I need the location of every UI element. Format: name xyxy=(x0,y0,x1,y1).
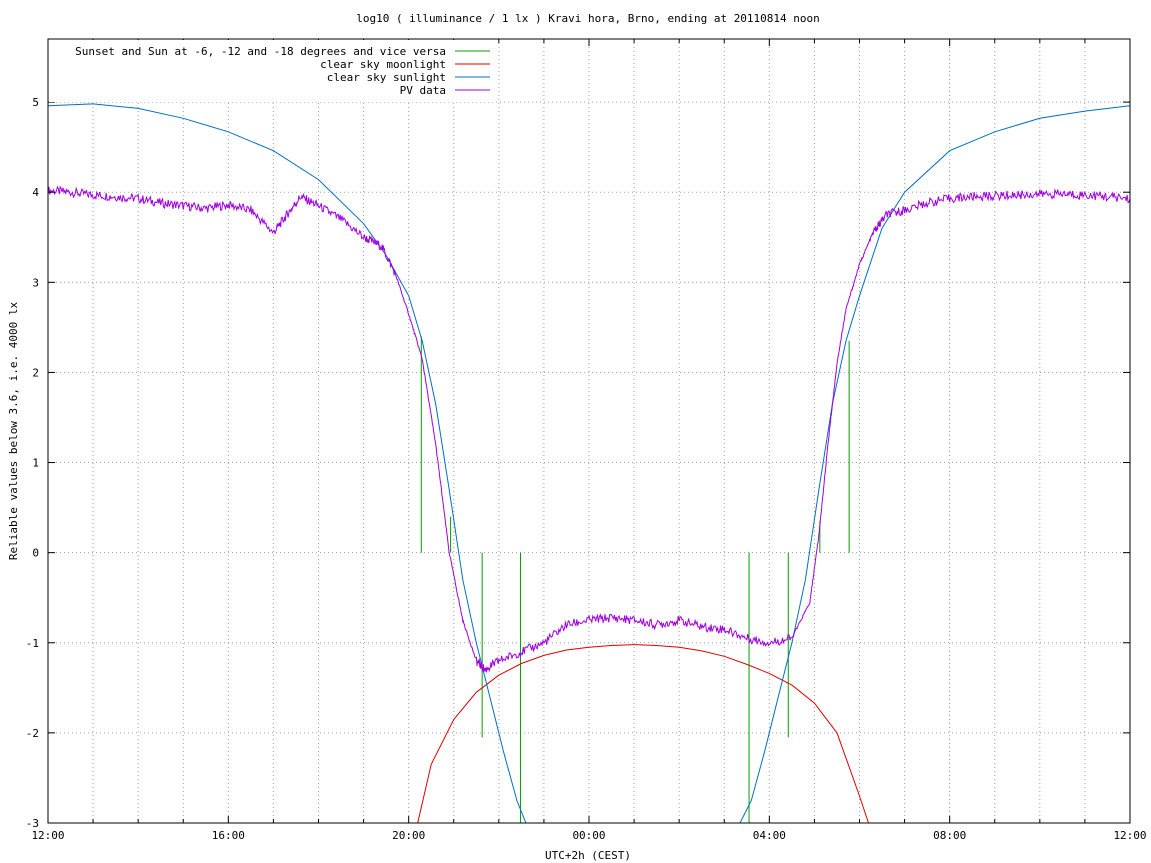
chart-title: log10 ( illuminance / 1 lx ) Kravi hora,… xyxy=(356,12,820,25)
ticks: -3 -2 -1 0 1 2 3 4 5 12:00 16:00 20:00 00:00 04:00 08:… xyxy=(26,39,1147,842)
y-tick-label: -1 xyxy=(26,637,39,650)
legend-label: clear sky moonlight xyxy=(320,58,446,71)
y-tick-label: 1 xyxy=(32,457,39,470)
x-tick-label: 12:00 xyxy=(31,829,64,842)
y-tick-label: -2 xyxy=(26,727,39,740)
series-3 xyxy=(48,185,1130,673)
x-axis-label: UTC+2h (CEST) xyxy=(545,849,631,862)
series-1 xyxy=(417,644,869,823)
y-axis-label: Reliable values below 3.6, i.e. 4000 lx xyxy=(7,301,20,560)
legend-label: Sunset and Sun at -6, -12 and -18 degree… xyxy=(75,45,446,58)
grid xyxy=(48,39,1130,823)
series-0 xyxy=(420,336,850,823)
y-tick-label: 0 xyxy=(32,547,39,560)
y-tick-label: 2 xyxy=(32,366,39,379)
y-tick-label: 3 xyxy=(32,276,39,289)
x-tick-label: 00:00 xyxy=(572,829,605,842)
y-tick-label: 4 xyxy=(32,186,39,199)
series-layer xyxy=(48,103,1130,823)
legend-label: clear sky sunlight xyxy=(327,71,446,84)
legend-background xyxy=(49,40,495,102)
x-tick-label: 04:00 xyxy=(753,829,786,842)
legend: Sunset and Sun at -6, -12 and -18 degree… xyxy=(49,40,495,102)
series-line xyxy=(417,644,869,823)
x-tick-label: 08:00 xyxy=(933,829,966,842)
x-tick-label: 12:00 xyxy=(1113,829,1146,842)
series-line xyxy=(48,185,1130,673)
legend-label: PV data xyxy=(400,84,446,97)
series-line xyxy=(48,103,1130,823)
x-tick-label: 16:00 xyxy=(212,829,245,842)
series-2 xyxy=(48,103,1130,823)
y-tick-label: 5 xyxy=(32,96,39,109)
x-tick-label: 20:00 xyxy=(392,829,425,842)
y-tick-label: -3 xyxy=(26,817,39,830)
